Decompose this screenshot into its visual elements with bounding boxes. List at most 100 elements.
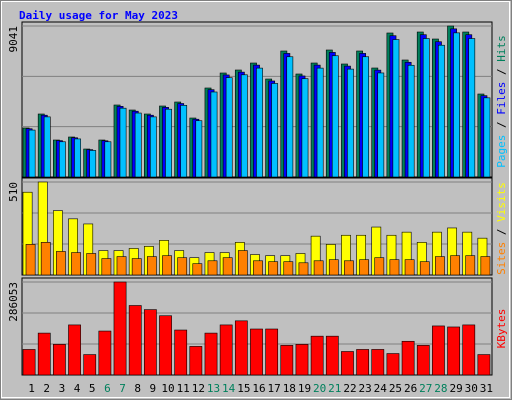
bar [356, 349, 370, 376]
bar [28, 129, 36, 178]
x-tick-label: 28 [434, 382, 447, 395]
bar [210, 91, 218, 178]
bar [86, 253, 97, 276]
bar [347, 68, 354, 178]
bar [59, 141, 66, 178]
x-tick-label: 21 [328, 382, 341, 395]
bar [310, 335, 324, 376]
legend-entry: Hits [495, 35, 508, 62]
bar [280, 345, 294, 376]
y-tick-label: 510 [7, 182, 20, 202]
bar [483, 97, 491, 178]
x-tick-label: 23 [359, 382, 372, 395]
bar [328, 259, 339, 276]
x-tick-label: 24 [374, 382, 388, 395]
bar [271, 83, 279, 178]
bar [419, 261, 430, 276]
x-tick-label: 22 [343, 382, 356, 395]
bar [22, 349, 36, 376]
bar [265, 328, 279, 376]
bar [295, 344, 309, 376]
bar [407, 64, 415, 178]
bar [204, 332, 218, 376]
bar [71, 252, 81, 276]
bar [56, 251, 66, 276]
bar [435, 256, 445, 276]
x-tick-label: 20 [313, 382, 326, 395]
x-tick-label: 31 [480, 382, 493, 395]
bar [165, 108, 172, 178]
bar [234, 320, 248, 376]
x-tick-label: 15 [237, 382, 250, 395]
bar [362, 56, 370, 178]
bar [374, 257, 385, 276]
bar [462, 324, 476, 376]
bar [237, 250, 248, 276]
bar [389, 259, 400, 276]
bar [195, 120, 203, 178]
bar [192, 263, 203, 276]
bar [286, 56, 294, 178]
bar [404, 259, 415, 276]
x-tick-label: 2 [43, 382, 50, 395]
x-tick-label: 1 [28, 382, 35, 395]
legend-entry: KBytes [495, 309, 508, 349]
x-tick-label: 3 [59, 382, 66, 395]
bar [222, 257, 233, 276]
bar [253, 260, 263, 276]
bar [325, 335, 339, 376]
bar [53, 344, 66, 376]
bar [377, 72, 385, 178]
x-tick-label: 25 [389, 382, 402, 395]
bar [128, 305, 142, 376]
bar [113, 281, 127, 376]
x-tick-label: 7 [119, 382, 126, 395]
bar [134, 112, 142, 178]
bar [25, 244, 36, 276]
x-tick-label: 10 [161, 382, 174, 395]
x-tick-label: 4 [74, 382, 81, 395]
bar [432, 325, 445, 376]
bar [159, 315, 172, 376]
bar [101, 258, 112, 276]
bar [422, 38, 430, 178]
legend-separator: / [495, 62, 508, 82]
bar [74, 138, 81, 178]
legend: Pages / Files / Hits [495, 35, 508, 168]
x-tick-label: 18 [283, 382, 296, 395]
y-tick-label: 286053 [7, 282, 20, 322]
x-tick-label: 8 [134, 382, 141, 395]
legend: KBytes [495, 309, 508, 349]
bar [283, 261, 294, 276]
bar [316, 67, 324, 178]
bar [177, 257, 188, 276]
bar [68, 324, 81, 376]
x-tick-label: 27 [419, 382, 432, 395]
bar [240, 74, 248, 178]
x-tick-label: 30 [465, 382, 478, 395]
bar [119, 107, 127, 178]
bar [149, 116, 157, 178]
bar [207, 260, 218, 276]
bar [146, 256, 157, 276]
bar [313, 260, 324, 276]
x-tick-label: 26 [404, 382, 417, 395]
bar [453, 32, 460, 178]
x-tick-label: 16 [252, 382, 265, 395]
bar [450, 255, 460, 276]
bar [268, 261, 279, 276]
bar [359, 259, 370, 276]
bar [225, 77, 233, 178]
bar [180, 105, 188, 178]
legend-entry: Visits [495, 182, 508, 222]
bar [37, 332, 51, 376]
bar [98, 330, 112, 376]
bar [416, 345, 430, 376]
bar [341, 351, 354, 376]
chart-title: Daily usage for May 2023 [19, 9, 178, 22]
x-tick-label: 19 [298, 382, 311, 395]
bar [386, 353, 400, 376]
x-tick-label: 9 [150, 382, 157, 395]
